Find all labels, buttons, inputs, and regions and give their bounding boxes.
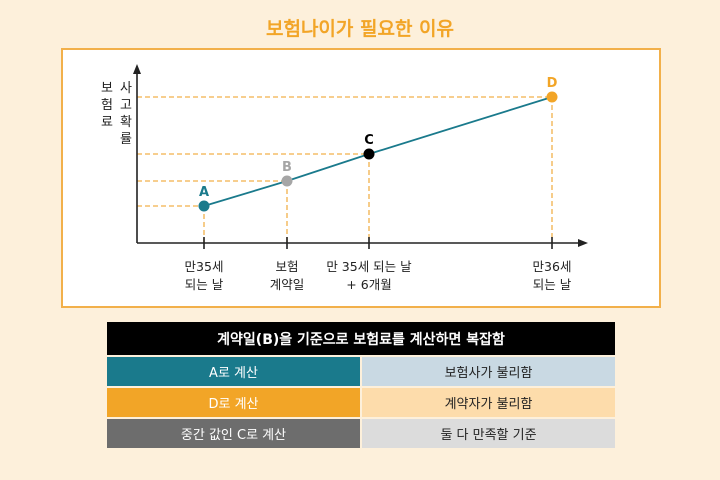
row-result: 계약자가 불리함: [361, 386, 615, 418]
x-tick-label: + 6개월: [346, 277, 391, 292]
point-label: A: [199, 185, 209, 200]
row-result: 둘 다 만족할 기준: [361, 417, 615, 448]
trend-line: [203, 96, 553, 207]
x-tick-label: 보험: [275, 259, 298, 274]
point-a: [198, 200, 210, 212]
comparison-table: 계약일(B)을 기준으로 보험료를 계산하면 복잡함 A로 계산 보험사가 불리…: [107, 322, 615, 448]
x-tick-label: 만36세: [533, 259, 572, 274]
y-axis-label: 률: [120, 132, 132, 147]
point-label: C: [364, 133, 374, 148]
x-tick-label: 계약일: [270, 277, 305, 292]
y-axis-label: 료: [101, 115, 113, 130]
x-axis-arrow-icon: [578, 239, 588, 247]
y-axis-label: 고: [120, 98, 132, 113]
y-axis-arrow-icon: [133, 64, 141, 74]
page-title: 보험나이가 필요한 이유: [265, 18, 455, 40]
table-header: 계약일(B)을 기준으로 보험료를 계산하면 복잡함: [107, 322, 615, 356]
table-row: A로 계산 보험사가 불리함: [107, 355, 615, 387]
row-method: 중간 값인 C로 계산: [107, 417, 362, 448]
diagram-panel: [61, 48, 661, 308]
row-method: A로 계산: [107, 355, 362, 387]
x-tick-label: 되는 날: [185, 277, 224, 292]
x-tick-label: 만35세: [185, 259, 224, 274]
y-axis-label: 험: [101, 98, 113, 113]
point-d: [546, 91, 558, 103]
x-tick-label: 만 35세 되는 날: [326, 259, 412, 274]
row-result: 보험사가 불리함: [361, 355, 615, 387]
point-b: [281, 175, 293, 187]
point-label: D: [547, 76, 558, 91]
y-axis-label: 보: [101, 81, 113, 96]
y-axis-label: 사: [120, 81, 132, 96]
x-tick-label: 되는 날: [533, 277, 572, 292]
point-c: [363, 148, 375, 160]
row-method: D로 계산: [107, 386, 362, 418]
table-row: D로 계산 계약자가 불리함: [107, 386, 615, 418]
table-row: 중간 값인 C로 계산 둘 다 만족할 기준: [107, 417, 615, 448]
y-axis-label: 확: [120, 115, 132, 130]
point-label: B: [282, 160, 292, 175]
